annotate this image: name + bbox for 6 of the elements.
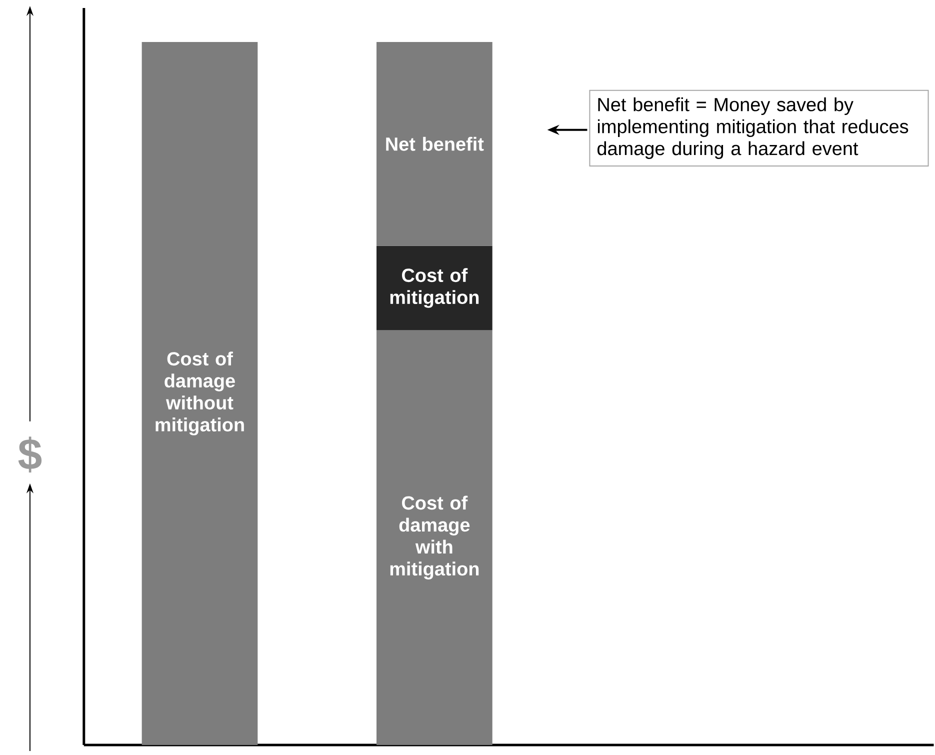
- text: Net benefit = Money saved by implementing mitigation that reduces damage during a hazard event: [598, 97, 908, 159]
- series-label: Cost of damage without mitigation: [156, 352, 244, 436]
- y-axis-title: $: [18, 436, 42, 473]
- series-label: Cost of mitigation: [390, 268, 479, 308]
- series-label: Cost of damage with mitigation: [390, 496, 479, 580]
- series-label: Net benefit: [386, 136, 484, 151]
